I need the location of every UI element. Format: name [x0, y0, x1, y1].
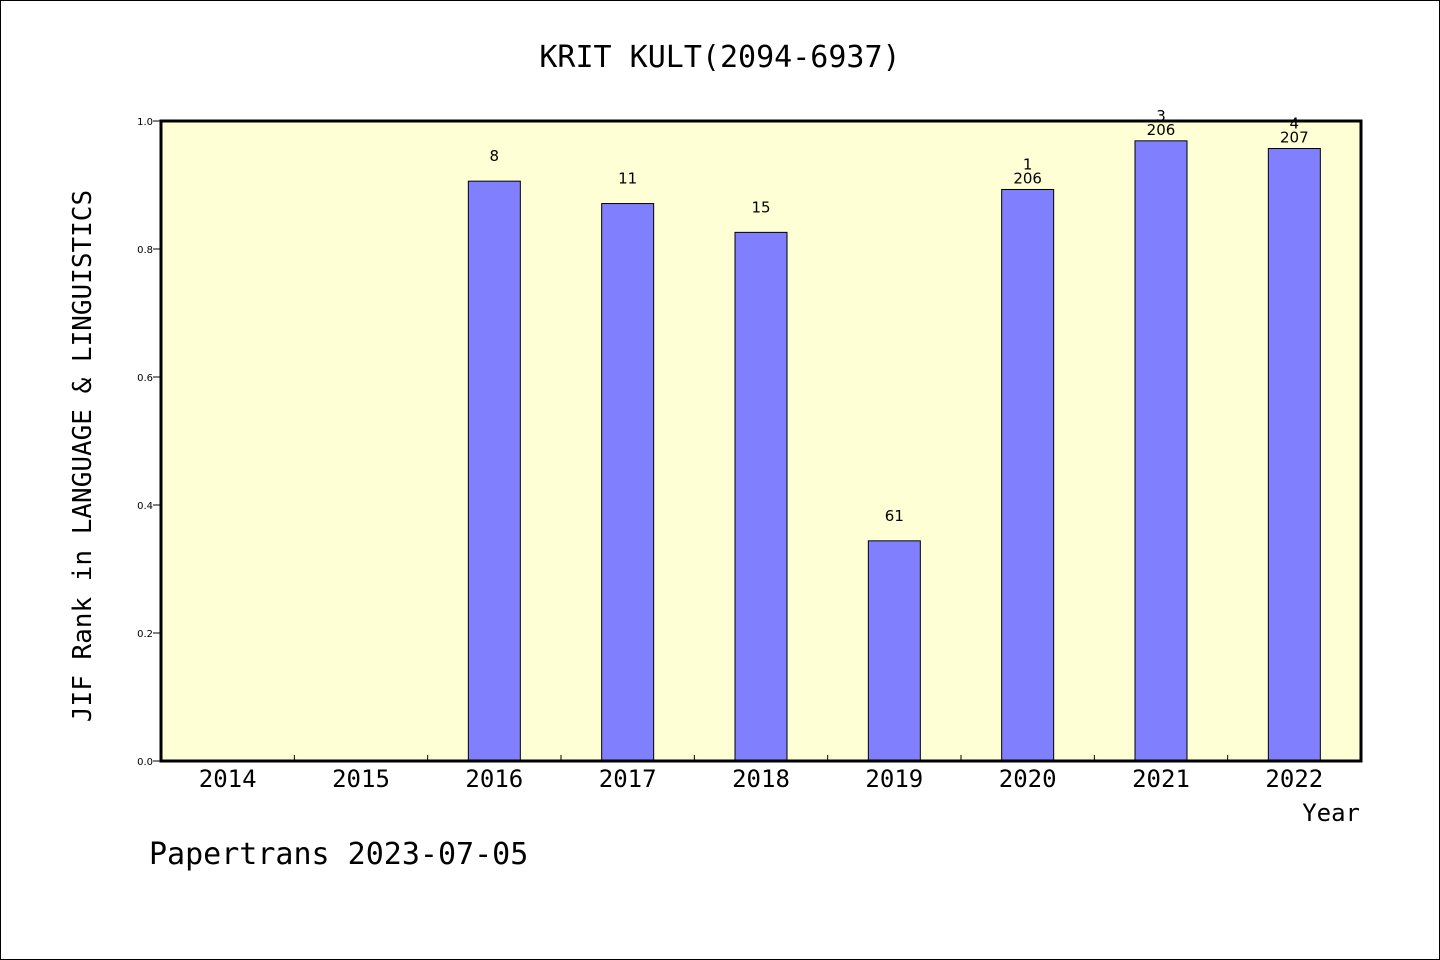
bar-rank-label: 4	[1290, 115, 1300, 133]
bar-2018	[734, 231, 788, 762]
x-tick-label: 2022	[1265, 765, 1323, 793]
bar-2017	[601, 203, 655, 762]
chart-title: KRIT KULT(2094-6937)	[539, 40, 900, 75]
bar-total-label: 207	[1280, 129, 1309, 147]
bar-2021	[1134, 140, 1188, 762]
y-tick-label: 0.0	[137, 757, 153, 768]
x-tick-label: 2021	[1132, 765, 1190, 793]
bar-rank-label: 15	[751, 198, 770, 216]
y-tick-label: 0.2	[137, 629, 153, 640]
bar-2020	[1001, 188, 1055, 762]
y-tick-label: 0.8	[137, 245, 153, 256]
x-tick-label: 2016	[465, 765, 523, 793]
ticks-group: 0.0 0.2 0.4 0.6 0.8 1.0 2014 2015 2016 2017 2018 20…	[137, 117, 1323, 793]
x-axis-label: Year	[1302, 799, 1360, 827]
y-axis-label: JIF Rank in LANGUAGE & LINGUISTICS	[68, 190, 98, 722]
bar-rank-label: 3	[1156, 107, 1166, 125]
bar-rank-label: 1	[1023, 155, 1033, 173]
x-tick-label: 2015	[332, 765, 390, 793]
bar-2019	[867, 540, 921, 762]
x-tick-label: 2017	[599, 765, 657, 793]
x-tick-label: 2019	[865, 765, 923, 793]
plot-border	[159, 119, 1363, 763]
x-tick-label: 2020	[999, 765, 1057, 793]
bar-total-label: 206	[1147, 121, 1176, 139]
y-tick-label: 1.0	[137, 117, 153, 128]
y-tick-label: 0.4	[137, 501, 153, 512]
bar-rank-label: 11	[618, 170, 637, 188]
bar-rank-label: 8	[490, 147, 500, 165]
bar-total-label: 206	[1013, 169, 1042, 187]
x-tick-label: 2018	[732, 765, 790, 793]
y-tick-label: 0.6	[137, 373, 153, 384]
bar-2016	[467, 180, 521, 762]
x-tick-label: 2014	[199, 765, 257, 793]
bar-2022	[1267, 148, 1321, 762]
footer-date: Papertrans 2023-07-05	[149, 837, 528, 872]
bar-rank-label: 61	[885, 507, 904, 525]
